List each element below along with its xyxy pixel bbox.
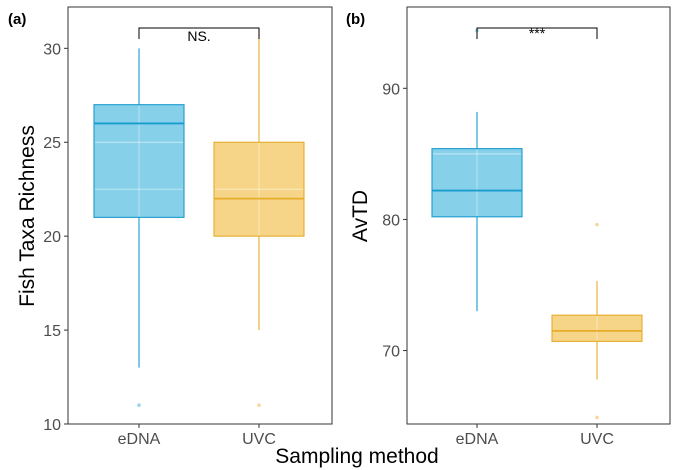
outlier-point [595, 415, 599, 420]
x-tick-label: eDNA [456, 431, 499, 448]
box-edna [431, 28, 523, 312]
y-tick-label: 20 [43, 229, 61, 246]
x-tick-label: UVC [580, 431, 614, 448]
significance-label: *** [529, 25, 546, 41]
x-tick-label: UVC [242, 431, 276, 448]
outlier-point [595, 222, 599, 227]
y-axis-title: Fish Taxa Richness [16, 125, 39, 307]
panel-b-avtd: 70 80 90 eDNA UVC *** AvTD (b) [346, 6, 671, 448]
panel-tag: (a) [8, 11, 26, 28]
significance-bracket [138, 27, 260, 39]
y-tick-label: 30 [43, 41, 61, 58]
box-uvc [551, 222, 643, 420]
x-axis-title: Sampling method [275, 445, 438, 468]
y-tick-label: 80 [382, 212, 400, 229]
y-tick-label: 10 [43, 417, 61, 434]
y-tick-label: 15 [43, 323, 61, 340]
significance-bracket [476, 27, 598, 39]
x-tick-label: eDNA [118, 431, 161, 448]
y-axis-title: AvTD [349, 190, 372, 242]
outlier-point [137, 403, 141, 408]
y-tick-label: 70 [382, 344, 400, 361]
y-tick-label: 25 [43, 135, 61, 152]
significance-label: NS. [187, 28, 210, 44]
panel-tag: (b) [346, 11, 365, 28]
panel-a-richness: 10 15 20 25 30 eDNA UVC NS. Fish Taxa Richness (a… [8, 6, 333, 448]
y-tick-label: 90 [382, 81, 400, 98]
outlier-point [257, 403, 261, 408]
box-edna [93, 48, 185, 408]
box-uvc [213, 29, 305, 408]
